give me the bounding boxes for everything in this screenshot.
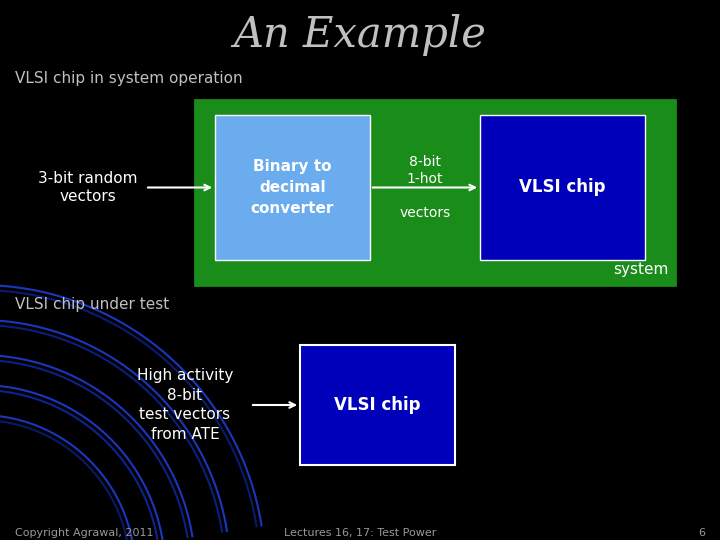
Text: 8-bit
1-hot

vectors: 8-bit 1-hot vectors bbox=[400, 154, 451, 220]
Text: 3-bit random
vectors: 3-bit random vectors bbox=[38, 171, 138, 204]
Text: VLSI chip: VLSI chip bbox=[334, 396, 420, 414]
Text: High activity
8-bit
test vectors
from ATE: High activity 8-bit test vectors from AT… bbox=[137, 368, 233, 442]
Text: An Example: An Example bbox=[233, 14, 487, 56]
Text: VLSI chip under test: VLSI chip under test bbox=[15, 298, 169, 313]
Text: 6: 6 bbox=[698, 528, 705, 538]
Text: VLSI chip: VLSI chip bbox=[519, 179, 606, 197]
Bar bbox=[215, 115, 370, 260]
Text: Copyright Agrawal, 2011: Copyright Agrawal, 2011 bbox=[15, 528, 153, 538]
Text: VLSI chip in system operation: VLSI chip in system operation bbox=[15, 71, 243, 85]
Bar bbox=[480, 115, 645, 260]
Text: system: system bbox=[613, 262, 669, 277]
Bar bbox=[195, 100, 675, 285]
Text: Lectures 16, 17: Test Power: Lectures 16, 17: Test Power bbox=[284, 528, 436, 538]
Text: Binary to
decimal
converter: Binary to decimal converter bbox=[251, 159, 334, 216]
Bar bbox=[300, 345, 455, 465]
